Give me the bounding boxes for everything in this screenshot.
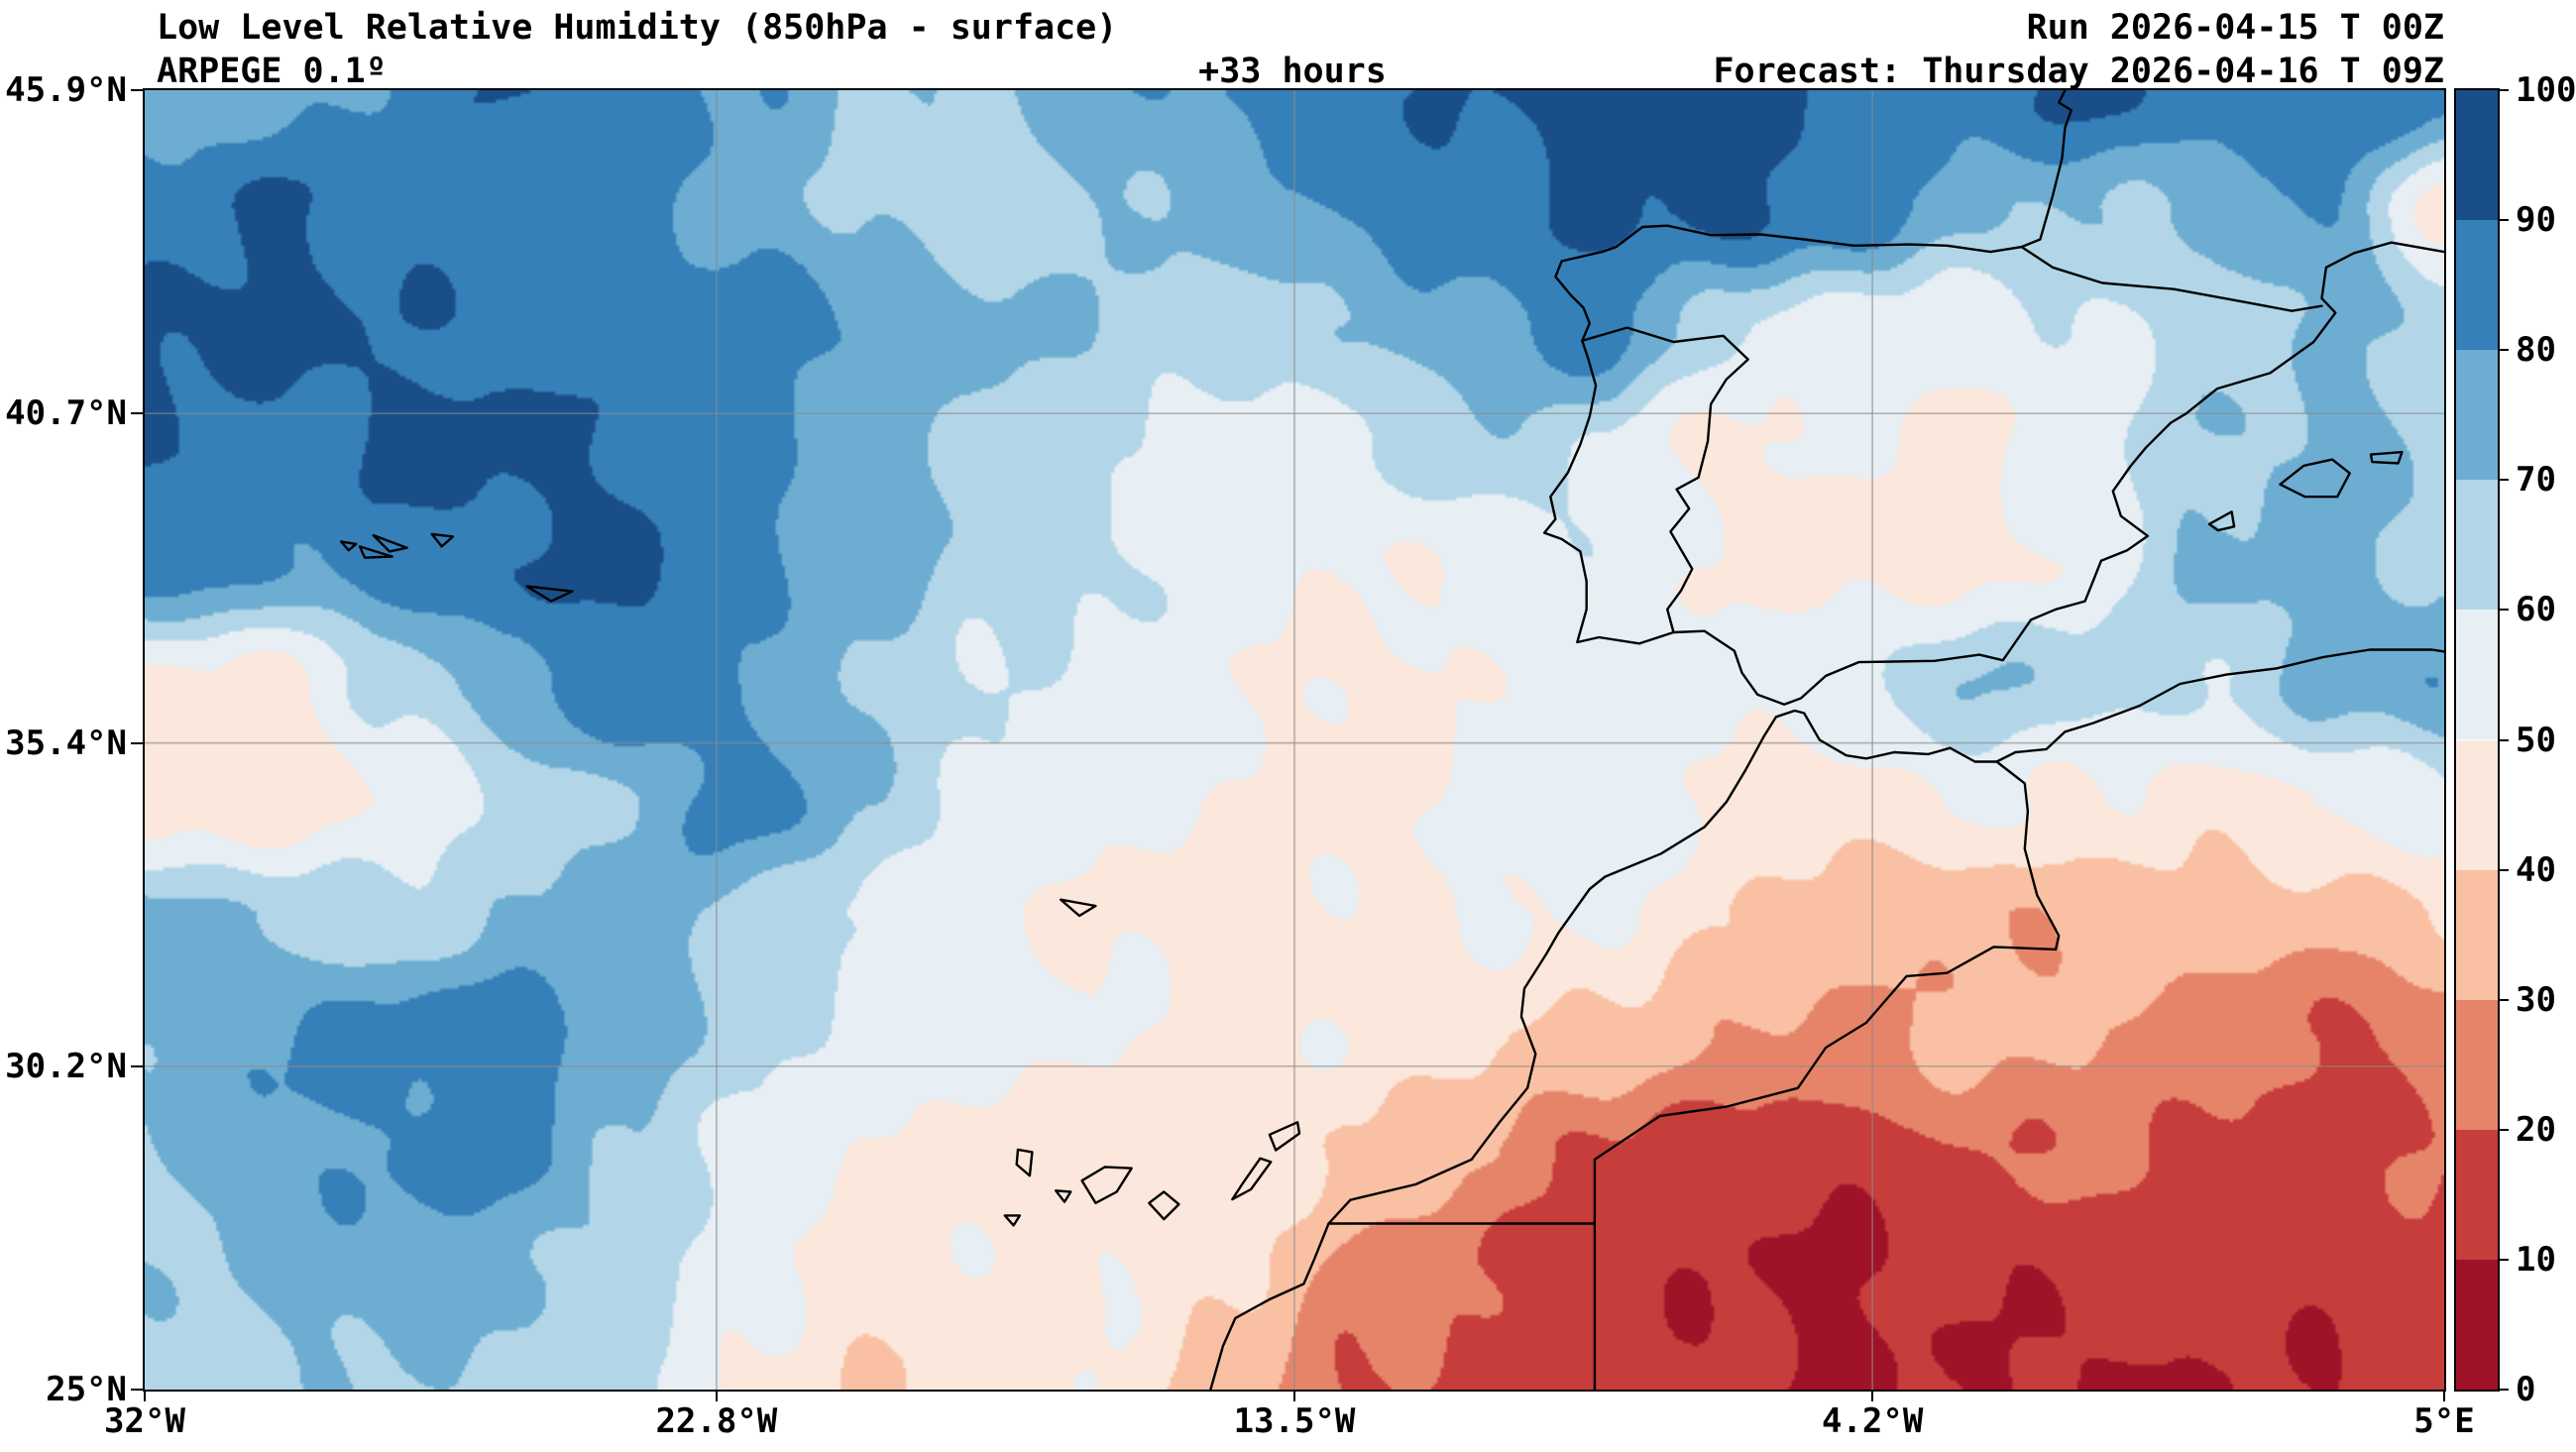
y-tick-mark (131, 89, 143, 91)
colorbar-segment (2456, 480, 2498, 611)
lead-time-label: +33 hours (1198, 52, 1387, 91)
run-label: Run 2026-04-15 T 00Z (2026, 8, 2444, 48)
colorbar-segment (2456, 999, 2498, 1130)
colorbar-tick-mark (2500, 479, 2509, 482)
x-tick-mark (715, 1390, 718, 1401)
island-outline (2207, 510, 2236, 532)
colorbar-tick-mark (2500, 998, 2509, 1001)
y-tick-mark (131, 741, 143, 744)
x-tick-label: 13.5°W (1233, 1401, 1356, 1441)
colorbar-tick-label: 100 (2516, 70, 2576, 110)
forecast-label: Forecast: Thursday 2026-04-16 T 09Z (1713, 52, 2444, 91)
colorbar-tick-label: 90 (2516, 200, 2556, 241)
island-outline (358, 545, 393, 559)
colorbar-tick-label: 60 (2516, 590, 2556, 630)
colorbar-tick-label: 70 (2516, 460, 2556, 501)
y-tick-label: 45.9°N (5, 70, 127, 110)
y-tick-label: 35.4°N (5, 723, 127, 763)
colorbar-tick-label: 0 (2516, 1370, 2536, 1409)
colorbar-tick-mark (2500, 1128, 2509, 1131)
colorbar-tick-mark (2500, 219, 2509, 222)
colorbar-tick-mark (2500, 738, 2509, 741)
y-tick-label: 25°N (46, 1370, 127, 1409)
island-outline (525, 585, 574, 603)
border-france-spain (2020, 245, 2323, 312)
island-outline (1060, 898, 1097, 918)
x-tick-mark (1293, 1390, 1295, 1401)
colorbar-tick-mark (2500, 609, 2509, 612)
island-outline (2279, 458, 2351, 499)
colorbar-segment (2456, 90, 2498, 221)
island-outline (2369, 450, 2404, 465)
x-tick-label: 5°E (2413, 1401, 2475, 1441)
colorbar-tick-label: 20 (2516, 1109, 2556, 1150)
island-outline (1080, 1166, 1133, 1204)
colorbar (2454, 88, 2500, 1392)
coastlines-overlay (145, 90, 2444, 1390)
x-tick-mark (2443, 1390, 2445, 1401)
chart-title: Low Level Relative Humidity (850hPa - su… (157, 8, 1118, 48)
island-outline (339, 540, 358, 552)
colorbar-segment (2456, 610, 2498, 740)
colorbar-tick-mark (2500, 1258, 2509, 1261)
x-tick-label: 4.2°W (1821, 1401, 1924, 1441)
y-tick-label: 30.2°N (5, 1046, 127, 1086)
model-label: ARPEGE 0.1º (157, 52, 387, 91)
coastline-africa (1209, 648, 2444, 1390)
colorbar-tick-mark (2500, 868, 2509, 871)
colorbar-segment (2456, 1129, 2498, 1260)
colorbar-tick-label: 40 (2516, 849, 2556, 890)
island-outline (1055, 1189, 1072, 1203)
colorbar-segment (2456, 220, 2498, 351)
x-tick-mark (1871, 1390, 1874, 1401)
colorbar-tick-label: 50 (2516, 720, 2556, 760)
island-outline (1015, 1148, 1034, 1177)
y-tick-mark (131, 412, 143, 415)
colorbar-tick-label: 30 (2516, 979, 2556, 1020)
x-tick-label: 22.8°W (655, 1401, 778, 1441)
colorbar-tick-mark (2500, 349, 2509, 352)
map-plot-area (143, 88, 2446, 1392)
border-western-sahara (1327, 1222, 1597, 1390)
island-outline (1231, 1157, 1273, 1201)
colorbar-segment (2456, 739, 2498, 870)
island-outline (1003, 1214, 1022, 1227)
y-tick-mark (131, 1064, 143, 1067)
island-outline (1148, 1190, 1180, 1221)
border-morocco-algeria (1593, 760, 2061, 1225)
colorbar-tick-label: 10 (2516, 1239, 2556, 1280)
island-outline (372, 533, 408, 553)
colorbar-segment (2456, 350, 2498, 481)
y-tick-mark (131, 1389, 143, 1391)
colorbar-tick-mark (2500, 1389, 2509, 1391)
colorbar-tick-mark (2500, 89, 2509, 91)
island-outline (1268, 1121, 1301, 1152)
y-tick-label: 40.7°N (5, 393, 127, 434)
x-tick-label: 32°W (104, 1401, 185, 1441)
border-portugal-spain (1581, 326, 1749, 634)
colorbar-tick-label: 80 (2516, 330, 2556, 371)
coastline-europe (1542, 90, 2444, 706)
colorbar-segment (2456, 1259, 2498, 1390)
x-tick-mark (144, 1390, 146, 1401)
island-outline (430, 532, 455, 548)
colorbar-segment (2456, 869, 2498, 1000)
